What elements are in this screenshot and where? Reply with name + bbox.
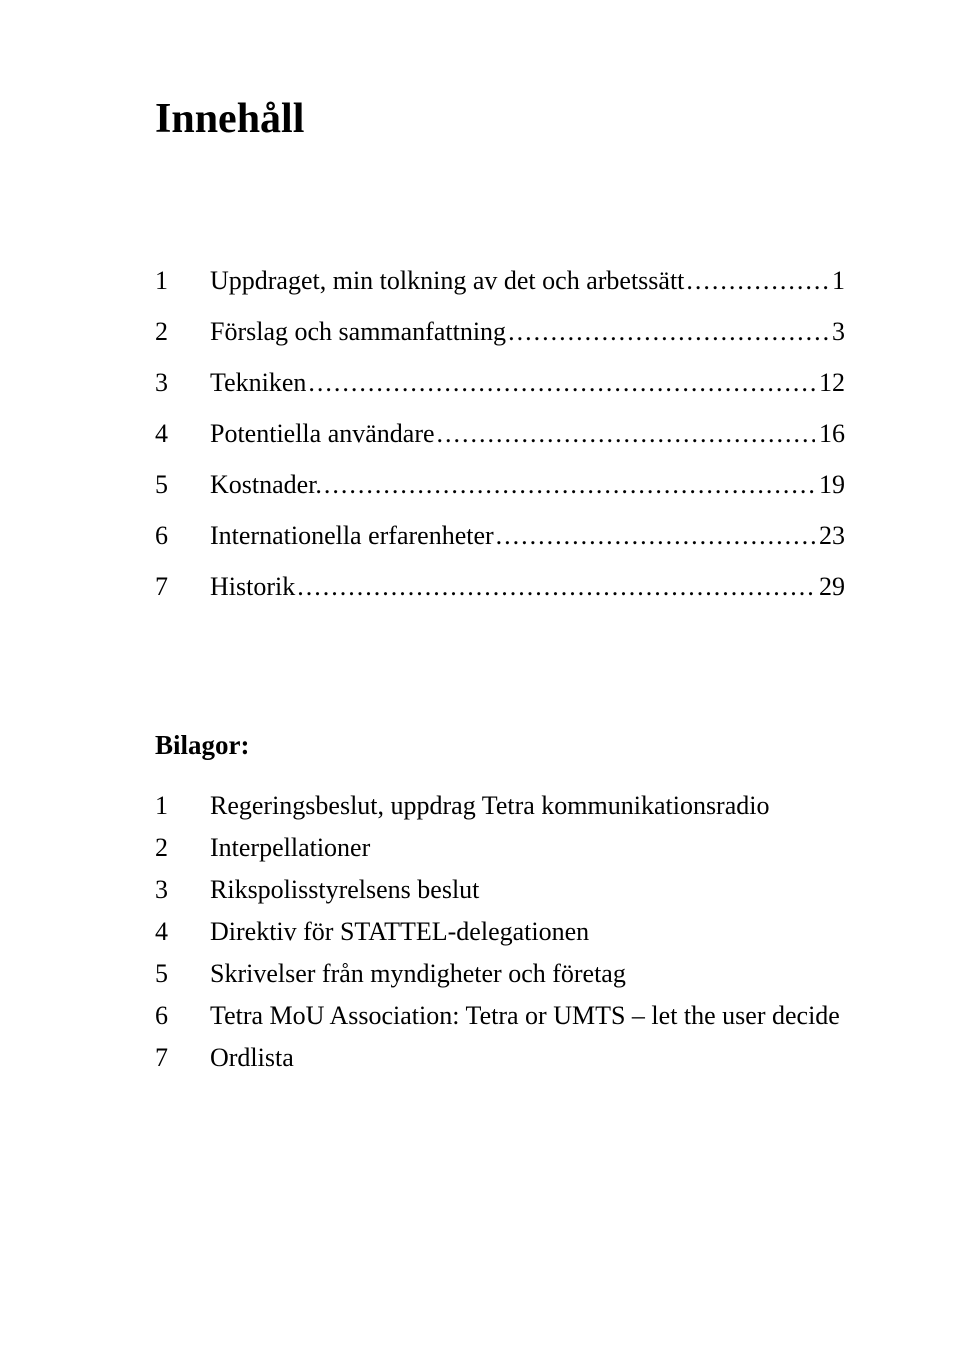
appendix-entry-label: Interpellationer xyxy=(210,833,370,863)
appendix-entry-number: 7 xyxy=(155,1043,210,1073)
appendix-entry: 6 Tetra MoU Association: Tetra or UMTS –… xyxy=(155,1001,845,1031)
toc-entry-page: 1 xyxy=(828,268,845,294)
toc-entry-page: 23 xyxy=(815,523,845,549)
appendix-entry-label: Regeringsbeslut, uppdrag Tetra kommunika… xyxy=(210,791,769,821)
appendix-entry: 2 Interpellationer xyxy=(155,833,845,863)
toc-entry: 3 Tekniken 12 xyxy=(155,370,845,396)
appendix-list: 1 Regeringsbeslut, uppdrag Tetra kommuni… xyxy=(155,791,845,1073)
appendix-entry-number: 2 xyxy=(155,833,210,863)
toc-entry-label: Tekniken xyxy=(210,370,306,396)
appendix-entry-number: 1 xyxy=(155,791,210,821)
toc-entry-page: 29 xyxy=(815,574,845,600)
appendix-title: Bilagor: xyxy=(155,730,845,761)
appendix-entry-label: Ordlista xyxy=(210,1043,294,1073)
toc-list: 1 Uppdraget, min tolkning av det och arb… xyxy=(155,268,845,600)
toc-entry: 4 Potentiella användare 16 xyxy=(155,421,845,447)
toc-entry-number: 7 xyxy=(155,574,210,600)
appendix-entry: 5 Skrivelser från myndigheter och företa… xyxy=(155,959,845,989)
toc-entry-page: 19 xyxy=(815,472,845,498)
appendix-entry: 3 Rikspolisstyrelsens beslut xyxy=(155,875,845,905)
toc-entry-label: Kostnader. xyxy=(210,472,322,498)
appendix-entry: 4 Direktiv för STATTEL-delegationen xyxy=(155,917,845,947)
page: Innehåll 1 Uppdraget, min tolkning av de… xyxy=(0,0,960,1355)
toc-leader-dots xyxy=(684,268,828,294)
toc-entry-label: Förslag och sammanfattning xyxy=(210,319,506,345)
appendix-entry-number: 3 xyxy=(155,875,210,905)
appendix-entry-label: Direktiv för STATTEL-delegationen xyxy=(210,917,589,947)
toc-leader-dots xyxy=(494,523,815,549)
toc-entry-number: 1 xyxy=(155,268,210,294)
toc-leader-dots xyxy=(295,574,815,600)
toc-entry-page: 16 xyxy=(815,421,845,447)
appendix-entry-label: Skrivelser från myndigheter och företag xyxy=(210,959,626,989)
toc-leader-dots xyxy=(322,472,815,498)
appendix-entry: 1 Regeringsbeslut, uppdrag Tetra kommuni… xyxy=(155,791,845,821)
toc-entry-number: 3 xyxy=(155,370,210,396)
toc-entry-label: Uppdraget, min tolkning av det och arbet… xyxy=(210,268,684,294)
toc-entry: 6 Internationella erfarenheter 23 xyxy=(155,523,845,549)
toc-entry-number: 4 xyxy=(155,421,210,447)
toc-entry-page: 12 xyxy=(815,370,845,396)
appendix-entry-number: 5 xyxy=(155,959,210,989)
toc-entry-page: 3 xyxy=(828,319,845,345)
appendix-entry-label: Tetra MoU Association: Tetra or UMTS – l… xyxy=(210,1001,840,1031)
toc-entry-number: 2 xyxy=(155,319,210,345)
toc-entry-label: Potentiella användare xyxy=(210,421,435,447)
toc-entry: 2 Förslag och sammanfattning 3 xyxy=(155,319,845,345)
appendix-entry-label: Rikspolisstyrelsens beslut xyxy=(210,875,479,905)
toc-entry: 5 Kostnader. 19 xyxy=(155,472,845,498)
appendix-entry-number: 6 xyxy=(155,1001,210,1031)
toc-leader-dots xyxy=(306,370,815,396)
toc-entry-label: Internationella erfarenheter xyxy=(210,523,494,549)
toc-entry: 1 Uppdraget, min tolkning av det och arb… xyxy=(155,268,845,294)
toc-entry: 7 Historik 29 xyxy=(155,574,845,600)
appendix-entry-number: 4 xyxy=(155,917,210,947)
toc-entry-label: Historik xyxy=(210,574,295,600)
page-title: Innehåll xyxy=(155,95,845,143)
toc-leader-dots xyxy=(506,319,828,345)
toc-entry-number: 6 xyxy=(155,523,210,549)
toc-entry-number: 5 xyxy=(155,472,210,498)
toc-leader-dots xyxy=(435,421,815,447)
appendix-entry: 7 Ordlista xyxy=(155,1043,845,1073)
